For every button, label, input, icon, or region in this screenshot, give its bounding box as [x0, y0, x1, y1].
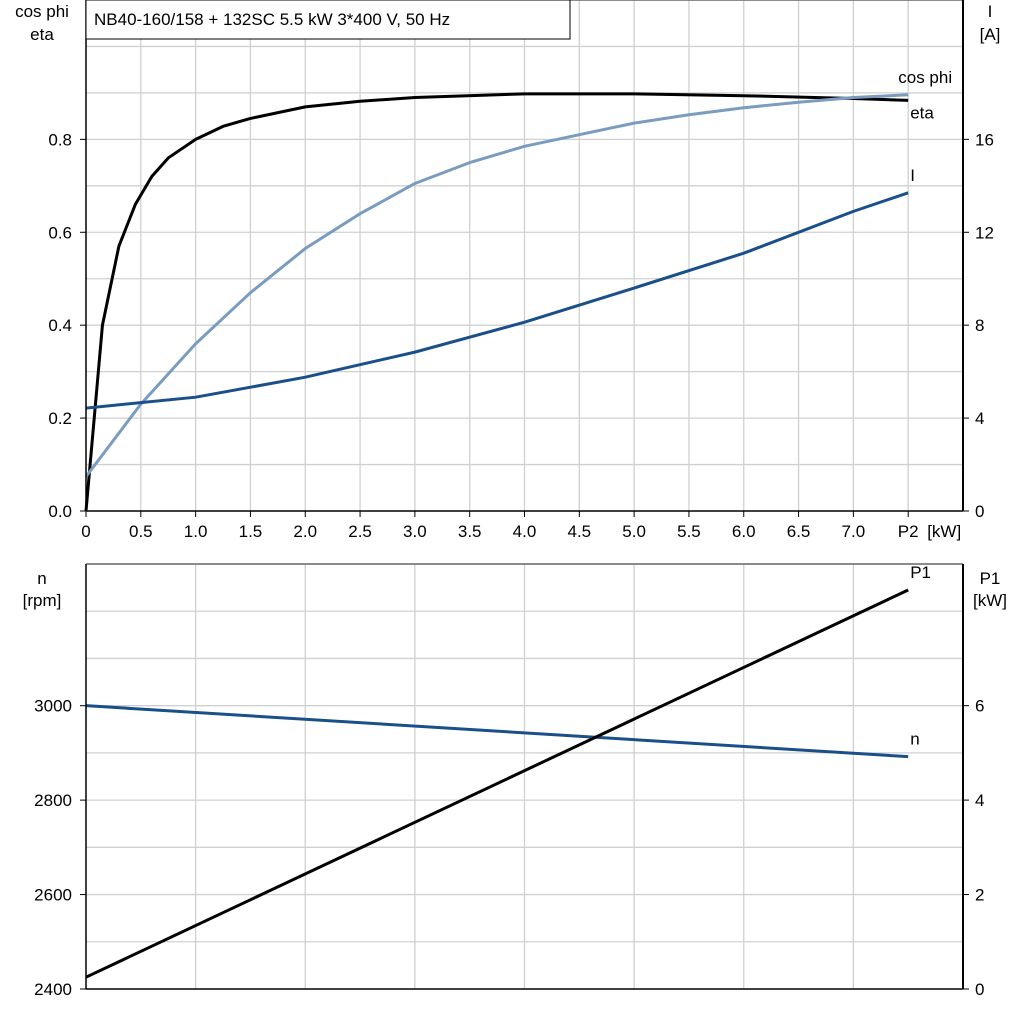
- x-tick-label: 5.0: [622, 522, 646, 541]
- bottom-series: [85, 588, 909, 979]
- bottom-grid: [86, 564, 963, 989]
- left-axis-label: cos phi: [15, 2, 69, 21]
- top-grid: [86, 0, 963, 511]
- axes: [80, 0, 969, 990]
- x-tick-label: 1.5: [239, 522, 263, 541]
- right-axis-unit: [A]: [980, 25, 1001, 44]
- left-axis-unit: [rpm]: [23, 591, 62, 610]
- right-tick-label: 0: [975, 980, 984, 999]
- series-line-P1: [85, 588, 909, 979]
- x-tick-label: 6.5: [787, 522, 811, 541]
- series-line-cos-phi: [84, 93, 909, 478]
- right-axis-unit: [kW]: [973, 591, 1007, 610]
- left-tick-label: 0.8: [48, 130, 72, 149]
- right-tick-label: 6: [975, 697, 984, 716]
- series-line-I: [85, 191, 909, 410]
- right-tick-label: 4: [975, 409, 984, 428]
- left-axis-label: n: [37, 569, 46, 588]
- series-label-P1: P1: [910, 563, 931, 582]
- top-series: [84, 92, 909, 512]
- labels: 0.0 0.2 0.4 0.6 0.8 0 4 8 12 16 cos phi eta I [A] eta c…: [15, 2, 1007, 999]
- right-tick-label: 16: [975, 130, 994, 149]
- x-tick-label: 5.5: [677, 522, 701, 541]
- x-tick-label: 1.0: [184, 522, 208, 541]
- x-axis-unit: [kW]: [927, 522, 961, 541]
- series-line-n: [85, 704, 909, 759]
- x-tick-label: 2.5: [348, 522, 372, 541]
- series-line-eta: [84, 92, 909, 512]
- x-axis-name: P2: [898, 522, 919, 541]
- left-axis-unit: eta: [30, 25, 54, 44]
- left-tick-label: 2800: [34, 791, 72, 810]
- right-tick-label: 4: [975, 791, 984, 810]
- right-tick-label: 8: [975, 316, 984, 335]
- series-label-eta: eta: [910, 103, 934, 122]
- left-tick-label: 0.2: [48, 409, 72, 428]
- right-tick-label: 2: [975, 886, 984, 905]
- x-tick-label: 0: [81, 522, 90, 541]
- x-tick-label: 2.0: [293, 522, 317, 541]
- left-tick-label: 2400: [34, 980, 72, 999]
- series-label-cos-phi: cos phi: [898, 68, 952, 87]
- x-tick-label: 7.0: [842, 522, 866, 541]
- series-label-n: n: [910, 730, 919, 749]
- left-tick-label: 3000: [34, 697, 72, 716]
- right-tick-label: 12: [975, 223, 994, 242]
- x-tick-label: 4.5: [567, 522, 591, 541]
- left-tick-label: 0.6: [48, 223, 72, 242]
- right-axis-label: P1: [980, 569, 1001, 588]
- series-label-I: I: [910, 166, 915, 185]
- x-tick-label: 3.0: [403, 522, 427, 541]
- x-tick-label: 3.5: [458, 522, 482, 541]
- left-tick-label: 2600: [34, 886, 72, 905]
- right-tick-label: 0: [975, 502, 984, 521]
- left-tick-label: 0.4: [48, 316, 72, 335]
- right-axis-label: I: [988, 2, 993, 21]
- x-tick-label: 0.5: [129, 522, 153, 541]
- title-box: [85, 0, 571, 40]
- x-tick-label: 6.0: [732, 522, 756, 541]
- left-tick-label: 0.0: [48, 502, 72, 521]
- x-tick-label: 4.0: [513, 522, 537, 541]
- chart-title: NB40-160/158 + 132SC 5.5 kW 3*400 V, 50 …: [94, 10, 450, 29]
